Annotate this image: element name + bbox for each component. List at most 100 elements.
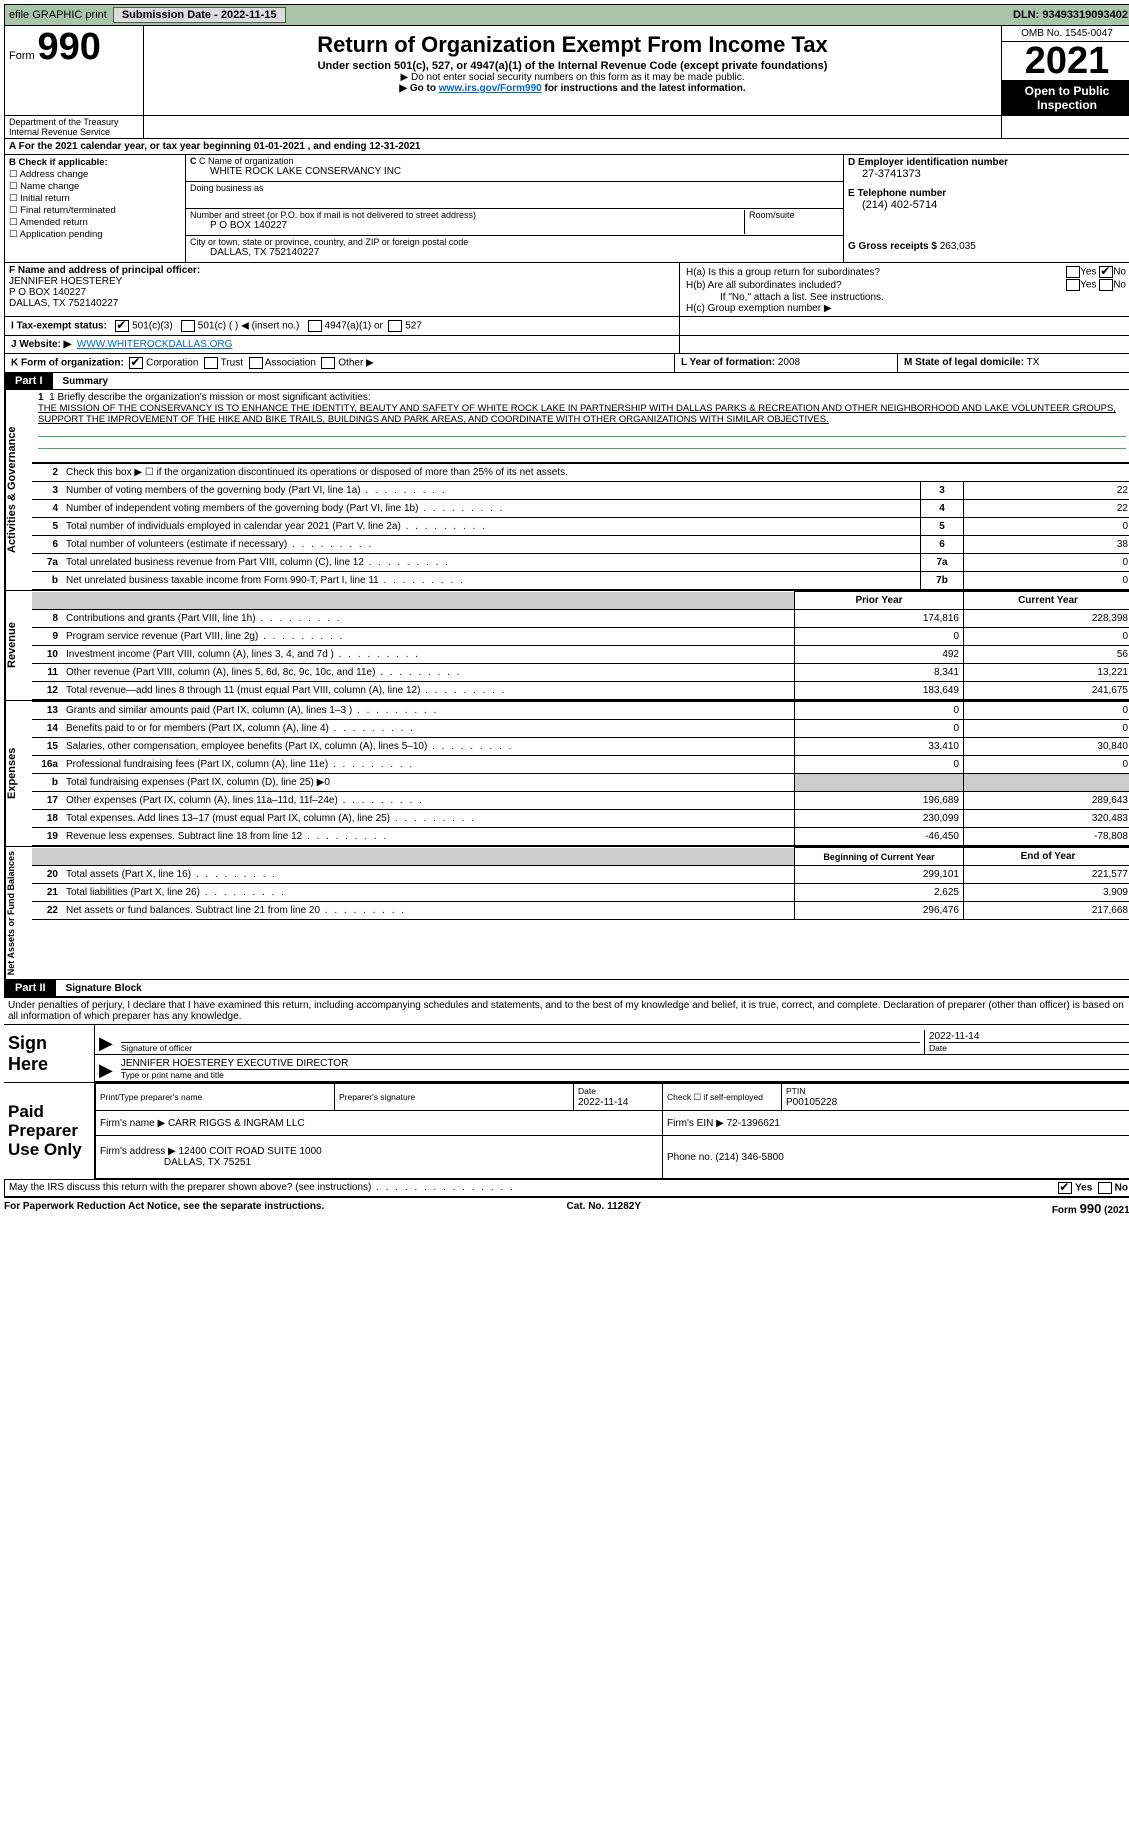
firm-phone-label: Phone no.: [667, 1152, 713, 1163]
discuss-no[interactable]: [1098, 1182, 1112, 1194]
website-link[interactable]: WWW.WHITEROCKDALLAS.ORG: [77, 339, 233, 350]
sig-arrow-icon-2: ▶: [95, 1060, 117, 1081]
footer-right: Form 990 (2021): [780, 1201, 1129, 1216]
tax-year: 2021: [1002, 42, 1129, 81]
entity-block: B Check if applicable: ☐ Address change …: [4, 155, 1129, 263]
hdr-beginning-year: Beginning of Current Year: [795, 848, 964, 866]
form-title: Return of Organization Exempt From Incom…: [148, 32, 997, 58]
perjury-declaration: Under penalties of perjury, I declare th…: [4, 998, 1129, 1024]
h-b-yes[interactable]: [1066, 279, 1080, 291]
signature-block: Under penalties of perjury, I declare th…: [4, 997, 1129, 1179]
table-row: 5Total number of individuals employed in…: [32, 518, 1129, 536]
chk-name-change[interactable]: ☐ Name change: [9, 181, 181, 192]
table-row: 8Contributions and grants (Part VIII, li…: [32, 610, 1129, 628]
revenue-table: Prior Year Current Year 8Contributions a…: [32, 591, 1129, 700]
city-label: City or town, state or province, country…: [190, 237, 839, 247]
street-value: P O BOX 140227: [190, 220, 744, 231]
table-row: 7aTotal unrelated business revenue from …: [32, 554, 1129, 572]
discuss-row: May the IRS discuss this return with the…: [4, 1179, 1129, 1196]
efile-bar: efile GRAPHIC print Submission Date - 20…: [4, 4, 1129, 26]
gross-label: G Gross receipts $: [848, 241, 937, 252]
k-trust: Trust: [221, 358, 243, 369]
officer-name: JENNIFER HOESTEREY: [9, 276, 675, 287]
form-header: Form 990 Return of Organization Exempt F…: [4, 26, 1129, 116]
table-row: bTotal fundraising expenses (Part IX, co…: [32, 774, 1129, 792]
tel-value: (214) 402-5714: [848, 199, 1128, 211]
chk-other[interactable]: [321, 357, 335, 369]
prep-sig-label: Preparer's signature: [339, 1092, 415, 1102]
ptin-label: PTIN: [786, 1086, 805, 1096]
form-number: 990: [37, 26, 100, 68]
check-if-applicable: B Check if applicable: ☐ Address change …: [5, 155, 186, 262]
col-b-label: B Check if applicable:: [9, 157, 108, 168]
table-row: 9Program service revenue (Part VIII, lin…: [32, 628, 1129, 646]
efile-label: efile GRAPHIC print: [9, 9, 107, 21]
chk-amended[interactable]: ☐ Amended return: [9, 217, 181, 228]
firm-name: CARR RIGGS & INGRAM LLC: [168, 1118, 305, 1129]
table-row: 11Other revenue (Part VIII, column (A), …: [32, 664, 1129, 682]
footer: For Paperwork Reduction Act Notice, see …: [4, 1196, 1129, 1216]
footer-cat: Cat. No. 11282Y: [427, 1201, 780, 1216]
discuss-yes[interactable]: [1058, 1182, 1072, 1194]
chk-initial-return[interactable]: ☐ Initial return: [9, 193, 181, 204]
chk-association[interactable]: [249, 357, 263, 369]
ein-value: 27-3741373: [848, 168, 1128, 180]
sig-date-label: Date: [929, 1042, 1129, 1053]
chk-application-pending[interactable]: ☐ Application pending: [9, 229, 181, 240]
city-value: DALLAS, TX 752140227: [190, 247, 839, 258]
open-to-public: Open to Public Inspection: [1002, 81, 1129, 115]
group-return: H(a) Is this a group return for subordin…: [680, 263, 1129, 316]
chk-501c[interactable]: [181, 320, 195, 332]
officer-label: F Name and address of principal officer:: [9, 265, 200, 276]
j-label: J Website: ▶: [11, 339, 71, 350]
officer-name-label: Type or print name and title: [121, 1069, 1129, 1080]
part2-header: Part II Signature Block: [4, 980, 1129, 997]
l2-text: Check this box ▶ ☐ if the organization d…: [62, 464, 1129, 482]
chk-trust[interactable]: [204, 357, 218, 369]
prep-self-employed[interactable]: Check ☐ if self-employed: [663, 1084, 782, 1111]
chk-527[interactable]: [388, 320, 402, 332]
chk-4947[interactable]: [308, 320, 322, 332]
chk-corporation[interactable]: [129, 357, 143, 369]
table-row: 22Net assets or fund balances. Subtract …: [32, 902, 1129, 920]
firm-addr2: DALLAS, TX 75251: [164, 1157, 251, 1168]
firm-name-label: Firm's name ▶: [100, 1118, 165, 1129]
org-info: C C Name of organization WHITE ROCK LAKE…: [186, 155, 844, 262]
chk-final-return[interactable]: ☐ Final return/terminated: [9, 205, 181, 216]
i-501c: 501(c) ( ) ◀ (insert no.): [198, 321, 300, 332]
instructions-link[interactable]: www.irs.gov/Form990: [439, 83, 542, 94]
table-row: 14Benefits paid to or for members (Part …: [32, 720, 1129, 738]
year-formation: 2008: [778, 357, 800, 368]
department: Department of the Treasury Internal Reve…: [5, 116, 144, 138]
k-label: K Form of organization:: [11, 358, 124, 369]
h-b-note: If "No," attach a list. See instructions…: [686, 292, 1126, 303]
l-label: L Year of formation:: [681, 357, 775, 368]
mission-text: THE MISSION OF THE CONSERVANCY IS TO ENH…: [38, 403, 1126, 425]
k-corp: Corporation: [146, 358, 198, 369]
chk-address-change[interactable]: ☐ Address change: [9, 169, 181, 180]
firm-addr-label: Firm's address ▶: [100, 1146, 176, 1157]
m-label: M State of legal domicile:: [904, 357, 1024, 368]
table-row: 15Salaries, other compensation, employee…: [32, 738, 1129, 756]
part1-title: Summary: [53, 376, 109, 387]
table-row: 19Revenue less expenses. Subtract line 1…: [32, 828, 1129, 846]
h-a-no[interactable]: [1099, 266, 1113, 278]
vtab-expenses: Expenses: [5, 701, 32, 846]
gross-value: 263,035: [940, 241, 976, 252]
tax-period: A For the 2021 calendar year, or tax yea…: [4, 139, 1129, 155]
l1-label: 1 Briefly describe the organization's mi…: [49, 392, 371, 403]
table-row: 10Investment income (Part VIII, column (…: [32, 646, 1129, 664]
officer-group-row: F Name and address of principal officer:…: [4, 263, 1129, 317]
chk-501c3[interactable]: [115, 320, 129, 332]
h-a-yes[interactable]: [1066, 266, 1080, 278]
h-b-no[interactable]: [1099, 279, 1113, 291]
principal-officer: F Name and address of principal officer:…: [5, 263, 680, 316]
table-row: 6Total number of volunteers (estimate if…: [32, 536, 1129, 554]
table-row: 12Total revenue—add lines 8 through 11 (…: [32, 682, 1129, 700]
org-name: WHITE ROCK LAKE CONSERVANCY INC: [190, 166, 839, 177]
vtab-net-assets: Net Assets or Fund Balances: [5, 847, 32, 979]
h-c-label: H(c) Group exemption number ▶: [686, 303, 1126, 314]
paid-preparer-label: Paid Preparer Use Only: [4, 1083, 95, 1179]
ein-block: D Employer identification number 27-3741…: [844, 155, 1129, 262]
firm-phone: (214) 346-5800: [715, 1152, 783, 1163]
